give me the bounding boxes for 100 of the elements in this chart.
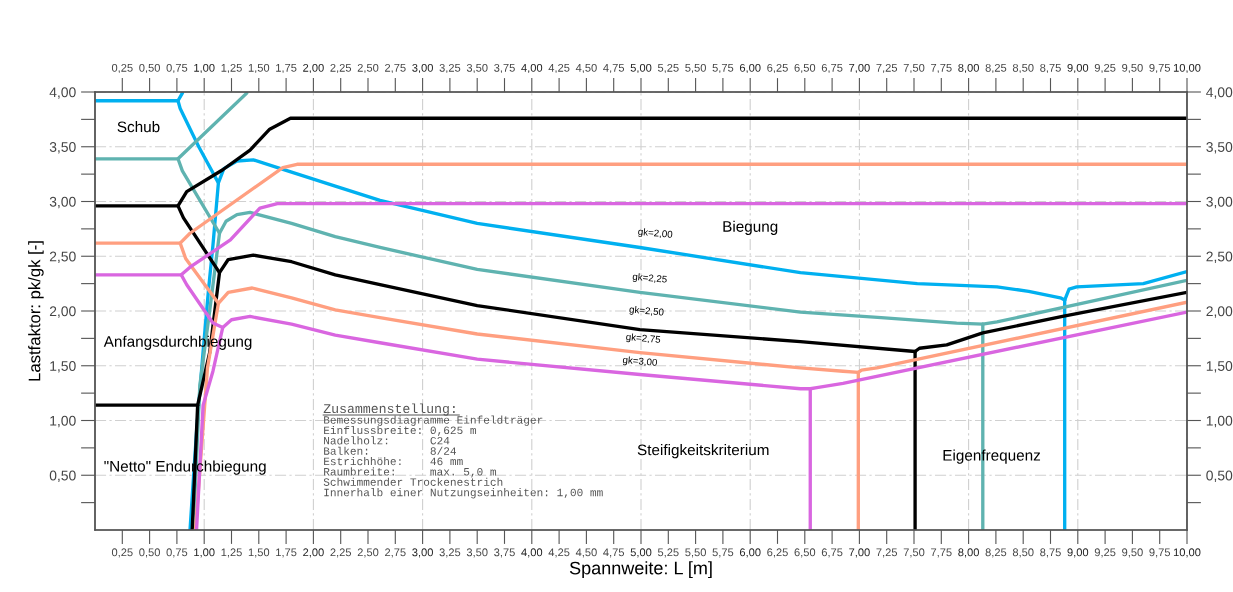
x2-tick-label: 1,50 bbox=[248, 63, 270, 74]
x2-tick-label: 8,00 bbox=[958, 63, 979, 74]
x-tick-label: 8,25 bbox=[985, 548, 1007, 558]
annotation: gk=2,25 bbox=[632, 272, 668, 285]
x-tick-label: 1,00 bbox=[194, 548, 215, 558]
x2-tick-label: 9,00 bbox=[1067, 63, 1089, 74]
x2-tick-label: 2,00 bbox=[303, 63, 324, 74]
annotation: gk=2,75 bbox=[625, 332, 661, 345]
x-tick-label: 1,50 bbox=[248, 548, 270, 558]
x2-tick-label: 2,75 bbox=[385, 63, 406, 74]
y-tick-label: 0,50 bbox=[49, 470, 76, 483]
x2-tick-label: 6,00 bbox=[739, 63, 761, 74]
x-tick-label: 9,00 bbox=[1067, 548, 1089, 558]
x-axis-title: Spannweite: L [m] bbox=[569, 561, 712, 579]
annotation: gk=2,00 bbox=[637, 227, 673, 240]
annotation: Schub bbox=[117, 121, 160, 133]
x2-tick-label: 7,00 bbox=[849, 63, 870, 74]
x2-tick-label: 4,50 bbox=[575, 63, 597, 74]
x-tick-label: 3,25 bbox=[439, 548, 461, 558]
y-tick-label: 3,50 bbox=[49, 142, 76, 154]
x-tick-label: 5,25 bbox=[657, 548, 679, 558]
x2-tick-label: 9,25 bbox=[1094, 63, 1116, 74]
x-tick-label: 5,00 bbox=[630, 548, 652, 558]
x-tick-label: 6,25 bbox=[767, 548, 788, 558]
x2-tick-label: 9,75 bbox=[1149, 63, 1171, 74]
x2-tick-label: 2,50 bbox=[357, 63, 379, 74]
x-tick-label: 1,75 bbox=[276, 548, 297, 558]
x2-tick-label: 8,50 bbox=[1012, 63, 1034, 74]
x2-tick-label: 0,25 bbox=[111, 63, 133, 74]
x2-tick-label: 6,25 bbox=[767, 63, 788, 74]
x2-tick-label: 5,00 bbox=[630, 63, 652, 74]
x-tick-label: 10,00 bbox=[1173, 548, 1201, 558]
y2-tick-label: 2,50 bbox=[1206, 251, 1233, 264]
x2-tick-label: 6,50 bbox=[794, 63, 816, 74]
y-tick-label: 1,00 bbox=[50, 415, 76, 428]
x-tick-label: 8,00 bbox=[958, 548, 979, 558]
y-tick-label: 1,50 bbox=[50, 361, 76, 373]
x-tick-label: 2,00 bbox=[303, 548, 324, 558]
x2-tick-label: 3,50 bbox=[466, 63, 488, 74]
y2-tick-label: 0,50 bbox=[1206, 470, 1233, 483]
x-tick-label: 5,75 bbox=[712, 548, 734, 558]
x-tick-label: 2,50 bbox=[357, 548, 379, 558]
y-tick-label: 4,00 bbox=[49, 87, 76, 99]
x2-tick-label: 1,25 bbox=[221, 63, 242, 74]
x-tick-label: 0,25 bbox=[111, 548, 133, 558]
annotation: Biegung bbox=[723, 220, 778, 235]
annotation: gk=3,00 bbox=[622, 355, 658, 368]
y-tick-label: 2,00 bbox=[49, 306, 76, 318]
x-tick-label: 8,50 bbox=[1012, 548, 1034, 558]
annotation: gk=2,50 bbox=[629, 305, 664, 318]
x2-tick-label: 6,75 bbox=[821, 63, 843, 74]
x-tick-label: 4,75 bbox=[603, 548, 625, 558]
x-tick-label: 4,00 bbox=[521, 548, 543, 558]
x2-tick-label: 4,25 bbox=[548, 63, 570, 74]
x2-tick-label: 4,00 bbox=[521, 63, 543, 74]
y2-tick-label: 3,50 bbox=[1206, 142, 1233, 154]
x-tick-label: 4,25 bbox=[548, 548, 570, 558]
x-tick-label: 6,50 bbox=[794, 548, 816, 558]
x2-tick-label: 0,75 bbox=[166, 63, 188, 74]
x2-tick-label: 8,75 bbox=[1040, 63, 1061, 74]
annotation: Zusammenstellung: bbox=[323, 403, 455, 416]
x2-tick-label: 3,00 bbox=[412, 63, 433, 74]
x-tick-label: 8,75 bbox=[1040, 548, 1061, 558]
annotation: Steifigkeitskriterium bbox=[637, 444, 769, 459]
x2-tick-label: 2,25 bbox=[330, 63, 352, 74]
y-axis-title: Lastfaktor: pk/gk [-] bbox=[28, 241, 44, 381]
x2-tick-label: 8,25 bbox=[985, 63, 1007, 74]
x2-tick-label: 7,50 bbox=[903, 63, 925, 74]
x-tick-label: 7,00 bbox=[849, 548, 870, 558]
x-tick-label: 4,50 bbox=[575, 548, 597, 558]
x-tick-label: 0,75 bbox=[166, 548, 188, 558]
x-tick-label: 7,50 bbox=[903, 548, 925, 558]
x2-tick-label: 3,75 bbox=[494, 63, 515, 74]
x-tick-label: 6,00 bbox=[739, 548, 761, 558]
y-tick-label: 2,50 bbox=[49, 251, 76, 264]
x2-tick-label: 7,25 bbox=[876, 63, 898, 74]
x-tick-label: 1,25 bbox=[221, 548, 242, 558]
x-tick-label: 2,75 bbox=[385, 548, 406, 558]
x-tick-label: 9,25 bbox=[1094, 548, 1116, 558]
x2-tick-label: 1,75 bbox=[276, 63, 297, 74]
x-tick-label: 7,75 bbox=[931, 548, 952, 558]
x-tick-label: 3,50 bbox=[466, 548, 488, 558]
x-tick-label: 0,50 bbox=[139, 548, 160, 558]
x2-tick-label: 5,25 bbox=[657, 63, 679, 74]
x2-tick-label: 7,75 bbox=[931, 63, 952, 74]
x2-tick-label: 0,50 bbox=[139, 63, 160, 74]
x2-tick-label: 4,75 bbox=[603, 63, 625, 74]
x2-tick-label: 9,50 bbox=[1122, 63, 1143, 74]
y2-tick-label: 1,50 bbox=[1206, 361, 1233, 373]
annotation: Bemessungsdiagramme Einfeldträger Einflussbreite: 0,625 m Nadelholz: C24 Balken: 8/24 Estrichhöhe: 46 mm Raumbreite: max. 5,0 m Schwimmender Trockenestrich Innerhalb einer Nutzungseinheiten: 1,00 mm bbox=[323, 415, 603, 499]
x2-tick-label: 1,00 bbox=[194, 63, 215, 74]
x-tick-label: 3,75 bbox=[494, 548, 515, 558]
x2-tick-label: 5,75 bbox=[712, 63, 734, 74]
x-tick-label: 6,75 bbox=[821, 548, 843, 558]
y-tick-label: 3,00 bbox=[49, 196, 76, 209]
x2-tick-label: 3,25 bbox=[439, 63, 461, 74]
x2-tick-label: 5,50 bbox=[685, 63, 706, 74]
x-tick-label: 3,00 bbox=[412, 548, 433, 558]
y2-tick-label: 3,00 bbox=[1206, 196, 1233, 209]
y2-tick-label: 1,00 bbox=[1206, 415, 1233, 428]
